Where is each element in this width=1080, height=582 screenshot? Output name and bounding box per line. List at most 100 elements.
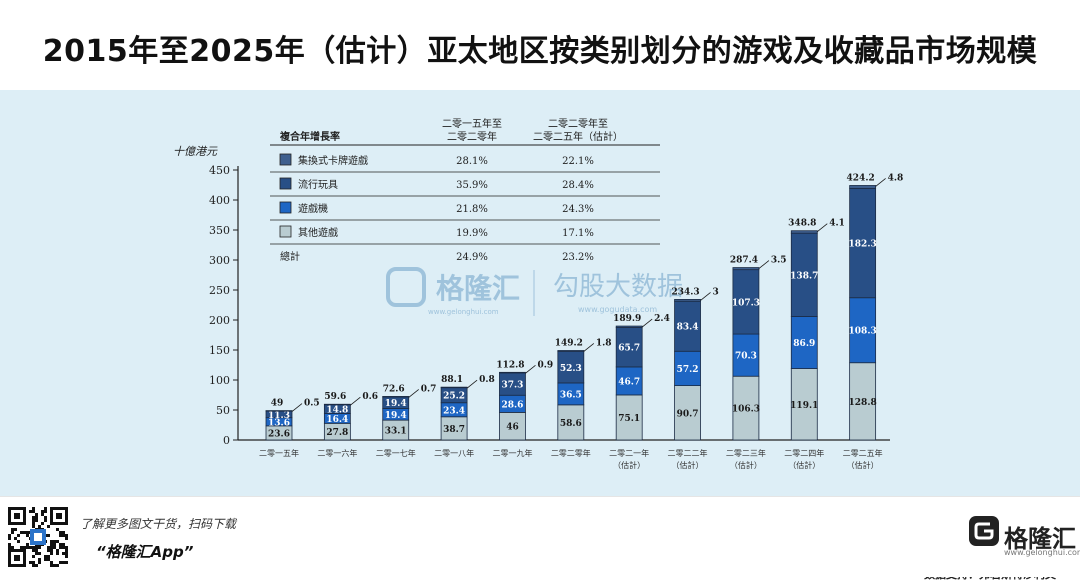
bar-segment <box>440 386 468 389</box>
cagr-value: 24.3% <box>562 204 594 215</box>
stacked-bar-chart: 格隆汇 www.gelonghui.com 勾股大数据 www.gogudata.co… <box>173 117 904 470</box>
cagr-value: 35.9% <box>456 180 488 191</box>
bar-total-label: 49 <box>271 399 284 409</box>
bar-cards-label: 4.8 <box>888 173 904 183</box>
bar-segment <box>790 232 818 317</box>
x-tick-label: （估計） <box>613 460 645 470</box>
bar-segment <box>732 267 760 271</box>
bar-segment-label: 28.6 <box>501 400 523 410</box>
bar-segment-label: 27.8 <box>326 428 348 438</box>
cagr-value: 22.1% <box>562 156 594 167</box>
bar-cards-label: 3 <box>713 287 719 297</box>
watermark-logo-icon <box>386 267 426 307</box>
cagr-value: 21.8% <box>456 204 488 215</box>
cagr-value: 28.1% <box>456 156 488 167</box>
bar-cards-label: 1.8 <box>596 338 612 348</box>
bar-segment <box>849 187 877 299</box>
x-tick-label: 二零一五年 <box>259 448 299 458</box>
bar-total-label: 424.2 <box>847 173 875 183</box>
bar-total-label: 189.9 <box>613 314 641 324</box>
y-tick-label: 100 <box>209 374 230 387</box>
cagr-col1-header: 二零一五年至 <box>442 117 502 130</box>
x-tick-label: （估計） <box>730 460 762 470</box>
bar-segment-label: 106.3 <box>732 405 760 415</box>
bar-total-label: 234.3 <box>671 287 699 297</box>
bar-cards-label: 4.1 <box>829 219 845 229</box>
cagr-row-header: 複合年增長率 <box>279 130 340 143</box>
bar-segment-label: 19.4 <box>385 399 407 409</box>
x-tick-label: 二零二三年 <box>726 448 766 458</box>
y-tick-label: 350 <box>209 224 230 237</box>
bar-total-label: 149.2 <box>555 338 583 348</box>
bar-segment <box>499 371 526 374</box>
qr-code-icon[interactable] <box>6 505 70 569</box>
x-tick-label: （估計） <box>788 460 820 470</box>
bar-cards-label: 0.6 <box>362 392 378 402</box>
cagr-value: 19.9% <box>456 228 488 239</box>
bar-total-label: 112.8 <box>496 360 524 370</box>
cagr-total-value: 23.2% <box>562 252 594 263</box>
bar-segment <box>382 396 410 398</box>
bar-segment <box>615 394 643 441</box>
bar-segment-label: 90.7 <box>677 409 699 419</box>
bar-segment-label: 16.4 <box>326 415 348 425</box>
bar-segment-label: 23.6 <box>268 429 290 439</box>
legend-swatch <box>279 153 292 166</box>
x-tick-label: 二零一六年 <box>317 448 357 458</box>
bar-segment <box>557 350 585 352</box>
x-tick-label: 二零二四年 <box>784 448 824 458</box>
watermark-partner-url: www.gogudata.com <box>578 305 657 314</box>
bar-cards-label: 0.5 <box>304 399 320 409</box>
y-tick-label: 0 <box>223 434 230 447</box>
x-tick-label: 二零一九年 <box>492 448 532 458</box>
leader-line <box>525 365 536 374</box>
bar-segment-label: 108.3 <box>849 327 877 337</box>
bar-segment <box>790 315 818 369</box>
bar-segment-label: 58.6 <box>560 419 582 429</box>
bar-segment-label: 52.3 <box>560 364 582 374</box>
y-tick-label: 150 <box>209 344 230 357</box>
bar-segment <box>615 366 643 396</box>
cagr-total-label: 總計 <box>280 250 300 263</box>
bar-segment <box>615 325 643 328</box>
leader-line <box>817 223 828 233</box>
bar-cards-label: 2.4 <box>654 314 670 324</box>
bar-segment-label: 23.4 <box>443 406 465 416</box>
cagr-value: 17.1% <box>562 228 594 239</box>
leader-line <box>700 292 711 301</box>
bar-segment-label: 86.9 <box>793 339 815 349</box>
leader-line <box>641 318 653 328</box>
bar-segment <box>849 185 877 189</box>
legend-label: 流行玩具 <box>298 178 338 191</box>
bar-segment-label: 75.1 <box>618 414 640 424</box>
bar-segment-label: 38.7 <box>443 425 465 435</box>
gelonghui-logo-icon <box>969 516 999 546</box>
cagr-value: 28.4% <box>562 180 594 191</box>
y-tick-label: 200 <box>209 314 230 327</box>
chart-panel: 格隆汇 www.gelonghui.com 勾股大数据 www.gogudata.co… <box>0 90 1080 581</box>
cagr-col1-header: 二零二零年 <box>447 130 497 143</box>
bar-cards-label: 0.9 <box>537 360 553 370</box>
bar-segment <box>265 410 293 412</box>
legend-label: 遊戲機 <box>298 202 328 215</box>
y-tick-label: 50 <box>216 404 230 417</box>
bar-segment <box>674 385 701 441</box>
bar-segment <box>557 351 585 384</box>
watermark-brand: 格隆汇 <box>436 272 520 305</box>
x-tick-label: （估計） <box>672 460 704 470</box>
bar-segment <box>557 404 585 441</box>
chart-title: 2015年至2025年（估计）亚太地区按类别划分的游戏及收藏品市场规模 <box>42 34 1038 69</box>
bar-segment-label: 119.1 <box>790 401 818 411</box>
cagr-col2-header: 二零二零年至 <box>548 117 608 130</box>
bar-segment-label: 46.7 <box>618 377 640 387</box>
x-tick-label: 二零一八年 <box>434 448 474 458</box>
bar-cards-label: 0.7 <box>421 384 437 394</box>
bar-segment <box>732 269 760 335</box>
bar-segment-label: 14.8 <box>326 406 348 416</box>
y-tick-label: 400 <box>209 194 230 207</box>
y-tick-label: 300 <box>209 254 230 267</box>
bar-segment-label: 13.6 <box>268 418 290 428</box>
bar-segment-label: 33.1 <box>385 427 407 437</box>
x-tick-label: 二零二一年 <box>609 448 649 458</box>
legend-swatch <box>279 201 292 214</box>
